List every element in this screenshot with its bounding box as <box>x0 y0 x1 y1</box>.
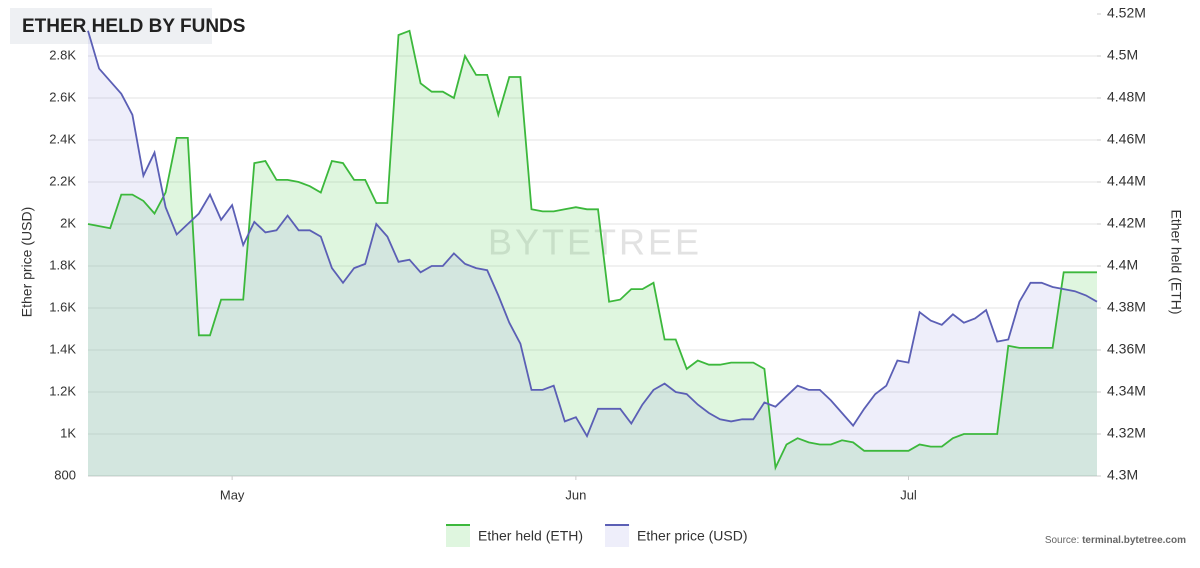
y2-tick-label: 4.3M <box>1107 467 1138 483</box>
y2-axis-title: Ether held (ETH) <box>1168 209 1184 314</box>
y-tick-label: 1.6K <box>49 299 76 314</box>
legend-label: Ether price (USD) <box>637 528 747 544</box>
y2-tick-label: 4.48M <box>1107 89 1146 105</box>
legend-label: Ether held (ETH) <box>478 528 583 544</box>
legend-swatch <box>446 525 470 547</box>
series-area <box>88 30 1097 477</box>
y-tick-label: 800 <box>54 467 76 482</box>
series-area <box>88 30 1097 477</box>
y-tick-label: 1K <box>60 425 76 440</box>
y2-tick-label: 4.32M <box>1107 425 1146 441</box>
x-tick-label: Jun <box>565 487 586 502</box>
y-tick-label: 1.2K <box>49 383 76 398</box>
y-tick-label: 2.2K <box>49 173 76 188</box>
y-tick-label: 2.6K <box>49 89 76 104</box>
y2-tick-label: 4.44M <box>1107 173 1146 189</box>
y-axis-title: Ether price (USD) <box>19 207 35 317</box>
y2-tick-label: 4.46M <box>1107 131 1146 147</box>
y2-tick-label: 4.34M <box>1107 383 1146 399</box>
source-prefix: Source: <box>1045 535 1082 546</box>
x-tick-label: May <box>220 487 245 502</box>
series-line <box>87 29 1097 471</box>
y2-tick-label: 4.36M <box>1107 341 1146 357</box>
chart-title: ETHER HELD BY FUNDS <box>22 16 245 37</box>
y-tick-label: 2K <box>60 215 76 230</box>
source: Source: terminal.bytetree.com <box>1045 535 1186 546</box>
y2-tick-label: 4.4M <box>1107 257 1138 273</box>
watermark: BYTETREE <box>488 222 702 263</box>
source-link: terminal.bytetree.com <box>1082 535 1186 546</box>
y2-tick-label: 4.38M <box>1107 299 1146 315</box>
y2-tick-label: 4.52M <box>1107 5 1146 21</box>
y-tick-label: 1.8K <box>49 257 76 272</box>
y-tick-label: 1.4K <box>49 341 76 356</box>
y-tick-label: 2.8K <box>49 47 76 62</box>
title-box <box>10 8 212 44</box>
legend-swatch <box>605 525 630 547</box>
x-tick-label: Jul <box>900 487 917 502</box>
y2-tick-label: 4.5M <box>1107 47 1138 63</box>
y2-tick-label: 4.42M <box>1107 215 1146 231</box>
series-line <box>87 30 1098 439</box>
y-tick-label: 2.4K <box>49 131 76 146</box>
